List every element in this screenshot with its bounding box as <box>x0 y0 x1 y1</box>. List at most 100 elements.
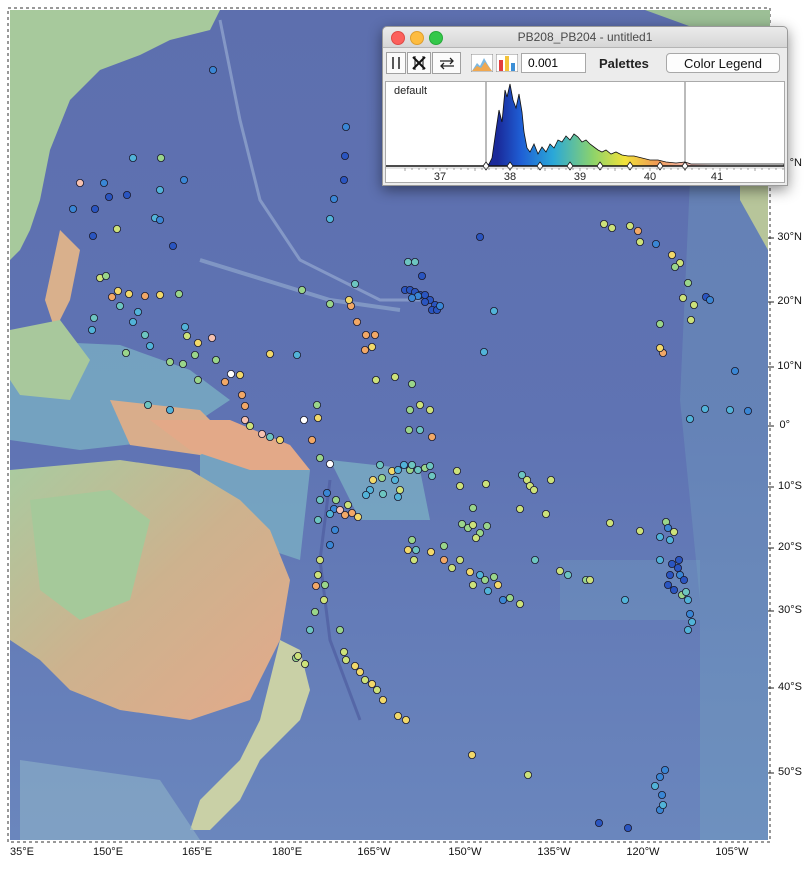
sample-point[interactable] <box>343 500 352 509</box>
sample-points[interactable] <box>69 66 753 833</box>
sample-point[interactable] <box>481 479 490 488</box>
sample-point[interactable] <box>330 526 339 535</box>
sample-point[interactable] <box>452 466 461 475</box>
sample-point[interactable] <box>341 656 350 665</box>
sample-point[interactable] <box>531 556 540 565</box>
sample-point[interactable] <box>88 325 97 334</box>
sample-point[interactable] <box>636 527 645 536</box>
window-title-bar[interactable]: PB208_PB204 - untitled1 <box>383 27 787 48</box>
sample-point[interactable] <box>69 204 78 213</box>
sample-point[interactable] <box>664 581 673 590</box>
sample-point[interactable] <box>482 522 491 531</box>
sample-point[interactable] <box>404 425 413 434</box>
sample-point[interactable] <box>257 429 266 438</box>
sample-point[interactable] <box>116 301 125 310</box>
sample-point[interactable] <box>475 232 484 241</box>
sample-point[interactable] <box>661 766 670 775</box>
sample-point[interactable] <box>426 548 435 557</box>
sample-point[interactable] <box>240 415 249 424</box>
sample-point[interactable] <box>313 571 322 580</box>
sample-point[interactable] <box>370 330 379 339</box>
sample-point[interactable] <box>686 610 695 619</box>
sample-point[interactable] <box>155 185 164 194</box>
sample-point[interactable] <box>425 461 434 470</box>
sample-point[interactable] <box>656 773 665 782</box>
sample-point[interactable] <box>305 626 314 635</box>
sample-point[interactable] <box>325 541 334 550</box>
sample-point[interactable] <box>339 175 348 184</box>
sample-point[interactable] <box>656 533 665 542</box>
sample-point[interactable] <box>245 421 254 430</box>
sample-point[interactable] <box>410 257 419 266</box>
sample-point[interactable] <box>265 432 274 441</box>
sample-point[interactable] <box>684 596 693 605</box>
sample-point[interactable] <box>626 221 635 230</box>
sample-point[interactable] <box>483 587 492 596</box>
sample-point[interactable] <box>439 542 448 551</box>
sample-point[interactable] <box>390 475 399 484</box>
sample-point[interactable] <box>684 278 693 287</box>
sample-point[interactable] <box>360 676 369 685</box>
sample-point[interactable] <box>407 460 416 469</box>
sample-point[interactable] <box>656 556 665 565</box>
color-palette-window[interactable]: PB208_PB204 - untitled1 Palettes Color L… <box>382 26 788 186</box>
sample-point[interactable] <box>405 405 414 414</box>
sample-point[interactable] <box>447 564 456 573</box>
sample-point[interactable] <box>220 377 229 386</box>
sample-point[interactable] <box>331 495 340 504</box>
sample-point[interactable] <box>542 509 551 518</box>
sample-point[interactable] <box>621 596 630 605</box>
sample-point[interactable] <box>417 271 426 280</box>
sample-point[interactable] <box>340 510 349 519</box>
sample-point[interactable] <box>457 520 466 529</box>
sample-point[interactable] <box>344 295 353 304</box>
sample-point[interactable] <box>420 297 429 306</box>
sample-point[interactable] <box>178 359 187 368</box>
sample-point[interactable] <box>489 573 498 582</box>
sample-point[interactable] <box>235 370 244 379</box>
sample-point[interactable] <box>182 331 191 340</box>
sample-point[interactable] <box>367 680 376 689</box>
close-window-button[interactable] <box>391 31 405 45</box>
sample-point[interactable] <box>315 453 324 462</box>
sample-point[interactable] <box>156 153 165 162</box>
sample-point[interactable] <box>670 586 679 595</box>
sample-point[interactable] <box>315 556 324 565</box>
sample-point[interactable] <box>320 581 329 590</box>
sample-point[interactable] <box>275 435 284 444</box>
sample-point[interactable] <box>207 333 216 342</box>
sample-point[interactable] <box>455 556 464 565</box>
sample-point[interactable] <box>91 204 100 213</box>
sample-point[interactable] <box>686 414 695 423</box>
sample-point[interactable] <box>128 153 137 162</box>
sample-point[interactable] <box>684 626 693 635</box>
sample-point[interactable] <box>315 495 324 504</box>
sample-point[interactable] <box>666 571 675 580</box>
sample-point[interactable] <box>403 546 412 555</box>
sample-point[interactable] <box>427 432 436 441</box>
sample-point[interactable] <box>105 192 114 201</box>
sample-point[interactable] <box>415 425 424 434</box>
sample-point[interactable] <box>325 214 334 223</box>
sample-point[interactable] <box>325 509 334 518</box>
sample-point[interactable] <box>368 475 377 484</box>
sample-point[interactable] <box>547 475 556 484</box>
sample-point[interactable] <box>425 405 434 414</box>
sample-point[interactable] <box>347 508 356 517</box>
sample-point[interactable] <box>682 588 691 597</box>
sample-point[interactable] <box>211 355 220 364</box>
sample-point[interactable] <box>313 516 322 525</box>
palettes-label[interactable]: Palettes <box>599 56 649 71</box>
sample-point[interactable] <box>465 568 474 577</box>
sample-point[interactable] <box>651 782 660 791</box>
sample-point[interactable] <box>360 345 369 354</box>
zoom-window-button[interactable] <box>429 31 443 45</box>
sample-point[interactable] <box>671 262 680 271</box>
precision-input[interactable] <box>521 53 586 73</box>
histogram-mode-button[interactable] <box>469 52 494 74</box>
sample-point[interactable] <box>237 390 246 399</box>
sample-point[interactable] <box>292 350 301 359</box>
sample-point[interactable] <box>125 289 134 298</box>
histogram-chart[interactable]: 37 38 39 40 41 <box>386 82 784 182</box>
sample-point[interactable] <box>468 503 477 512</box>
